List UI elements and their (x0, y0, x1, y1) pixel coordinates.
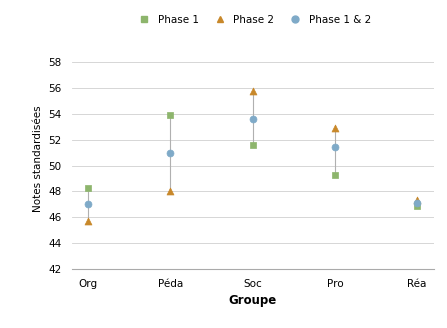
Point (331, 172, 338, 177)
Legend: Phase 1, Phase 2, Phase 1 & 2: Phase 1, Phase 2, Phase 1 & 2 (134, 15, 371, 25)
Point (249, 88, 256, 93)
Point (249, 142, 256, 148)
Point (167, 113, 174, 118)
Point (167, 150, 174, 155)
Point (84, 218, 92, 224)
Point (249, 116, 256, 122)
Point (413, 203, 421, 208)
Point (331, 125, 338, 131)
Point (84, 185, 92, 190)
Point (413, 198, 421, 203)
X-axis label: Groupe: Groupe (228, 294, 277, 307)
Point (84, 202, 92, 207)
Y-axis label: Notes standardisées: Notes standardisées (33, 106, 43, 213)
Point (413, 200, 421, 206)
Point (331, 145, 338, 150)
Point (167, 189, 174, 194)
